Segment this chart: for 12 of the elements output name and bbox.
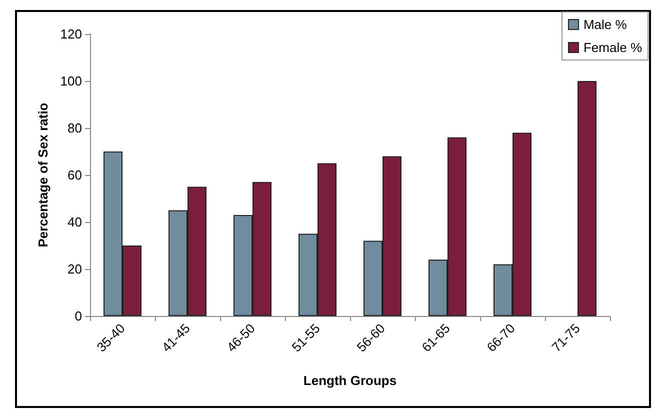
bar	[578, 81, 596, 316]
y-axis-title: Percentage of Sex ratio	[35, 102, 50, 248]
legend-label: Male %	[583, 17, 628, 32]
y-tick-label: 120	[60, 26, 82, 42]
y-tick-label: 60	[68, 168, 82, 182]
y-tick-label: 40	[68, 214, 82, 230]
y-tick-label: 20	[68, 262, 82, 276]
legend-label: Female %	[583, 40, 642, 55]
x-axis-title: Length Groups	[303, 373, 397, 388]
y-tick-label: 100	[60, 74, 82, 88]
y-tick-label: 0	[74, 308, 82, 324]
y-tick-label: 80	[68, 120, 82, 136]
